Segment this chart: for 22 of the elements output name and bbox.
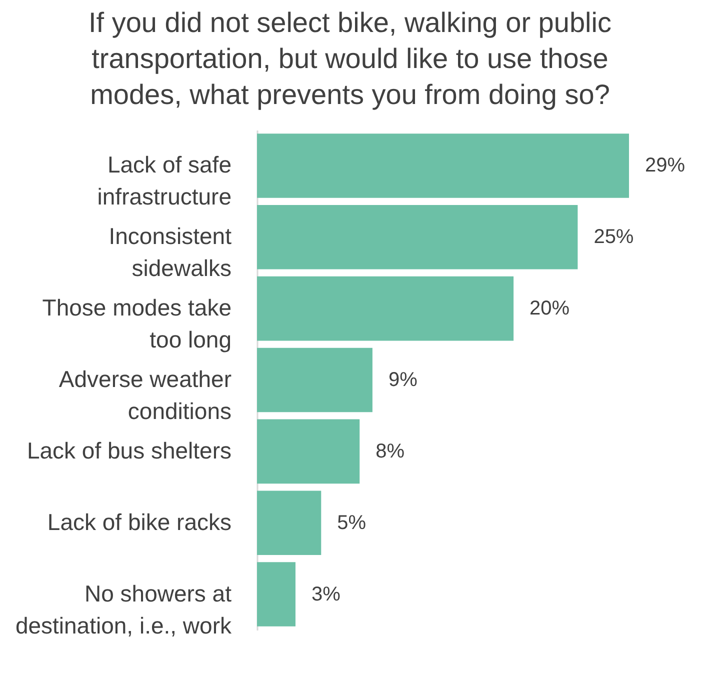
y-tick-label: Lack of bike racks [47, 508, 232, 535]
y-tick-label: Adverse weather conditions [58, 366, 232, 424]
bar [257, 134, 629, 198]
chart-title: If you did not select bike, walking or public transportation, but would like to use those modes, what prevents you from doing so? [88, 7, 612, 110]
bar [257, 490, 322, 555]
bar [257, 419, 360, 484]
bar [257, 205, 578, 270]
y-tick-label: Those modes take too long [42, 294, 232, 353]
data-label: 9% [388, 369, 418, 391]
bar [257, 276, 514, 341]
data-label: 5% [337, 512, 366, 534]
data-label: 3% [311, 583, 341, 606]
data-label: 20% [530, 298, 570, 320]
data-label: 8% [376, 440, 405, 462]
bar [257, 562, 296, 626]
y-tick-label: Lack of safe infrastructure [97, 152, 232, 210]
data-label: 25% [594, 226, 634, 248]
bar [257, 348, 372, 412]
y-tick-label: Lack of bus shelters [26, 437, 232, 464]
y-tick-label: Inconsistent sidewalks [108, 223, 232, 282]
y-tick-label: No showers at destination, i.e., work [15, 580, 232, 638]
data-label: 29% [645, 154, 686, 177]
